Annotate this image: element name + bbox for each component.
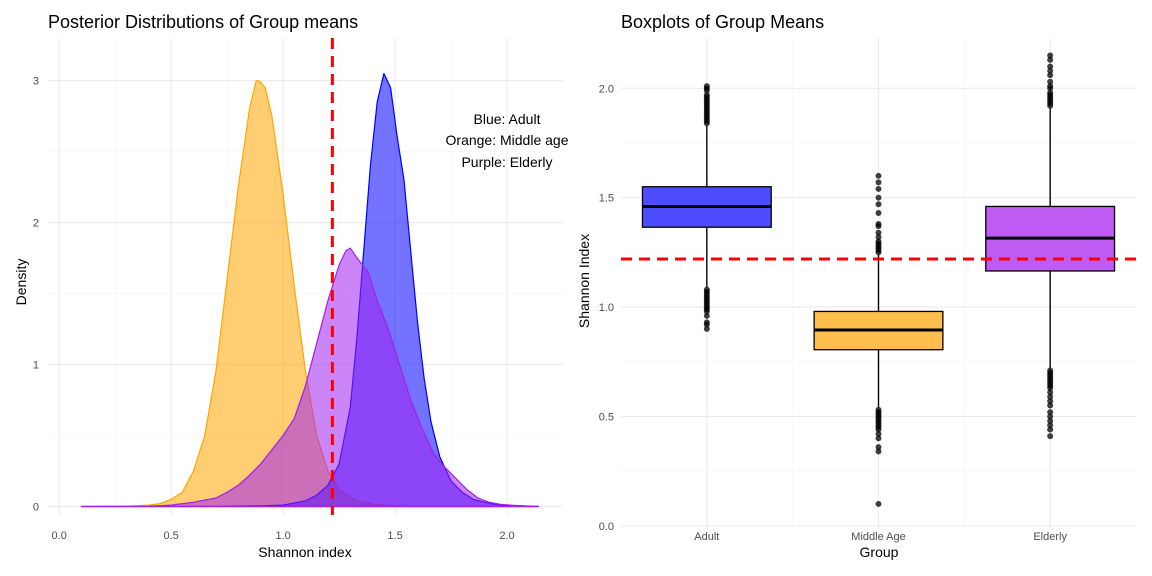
boxplot-x-tick-labels: Adult Middle Age Elderly <box>694 531 1067 543</box>
density-y-tick-label: 0 <box>33 501 39 513</box>
box-outlier-point <box>1047 417 1054 424</box>
box-outlier-point <box>703 319 710 326</box>
box-outlier-point <box>1047 367 1054 374</box>
density-x-tick-label: 2.0 <box>499 530 514 542</box>
density-series-group <box>81 72 539 508</box>
boxplot-x-axis-title: Group <box>860 544 899 560</box>
box-outlier-point <box>1047 413 1054 420</box>
box-outlier-point <box>703 83 710 90</box>
density-y-axis-title: Density <box>13 259 29 306</box>
boxplot-y-tick-label: 1.5 <box>599 193 614 205</box>
box-outlier-point <box>1047 72 1054 79</box>
density-x-tick-labels: 0.0 0.5 1.0 1.5 2.0 <box>52 530 515 542</box>
box-outlier-point <box>875 201 882 208</box>
boxplot-y-tick-labels: 0.0 0.5 1.0 1.5 2.0 <box>599 83 614 533</box>
density-y-tick-label: 3 <box>33 76 39 88</box>
box-outlier-point <box>1047 402 1054 409</box>
box-outlier-point <box>1047 422 1054 429</box>
box-outlier-point <box>703 312 710 319</box>
box-outlier-point <box>703 91 710 98</box>
box-outlier-point <box>1047 409 1054 416</box>
box-outlier-point <box>1047 433 1054 440</box>
box-outlier-point <box>875 185 882 192</box>
box-outlier-point <box>1047 67 1054 74</box>
box-outlier-point <box>875 500 882 507</box>
boxplot-y-tick-label: 0.5 <box>599 411 614 423</box>
boxplot-y-axis-title: Shannon Index <box>576 234 592 328</box>
density-y-tick-label: 2 <box>33 218 39 230</box>
box-outlier-point <box>1047 56 1054 63</box>
boxplot-x-tick-label: Middle Age <box>851 531 905 543</box>
density-x-tick-label: 0.5 <box>164 530 179 542</box>
boxplot-y-tick-label: 1.0 <box>599 302 614 314</box>
boxplot-panel: Boxplots of Group Means Adult Middle Age E… <box>576 12 1136 560</box>
box-middle-age <box>813 172 944 507</box>
box-outlier-point <box>703 286 710 293</box>
annotation-line-adult: Blue: Adult <box>474 111 541 127</box>
box-outlier-point <box>1047 89 1054 96</box>
boxplot-x-tick-label: Elderly <box>1033 531 1067 543</box>
box-outlier-point <box>1047 426 1054 433</box>
density-legend-annotation: Blue: Adult Orange: Middle age Purple: E… <box>446 111 569 170</box>
boxplot-x-tick-label: Adult <box>694 531 719 543</box>
density-x-tick-label: 0.0 <box>52 530 67 542</box>
box-adult <box>641 83 772 332</box>
box-outlier-point <box>875 448 882 455</box>
box-outlier-point <box>1047 52 1054 59</box>
box-outlier-point <box>875 179 882 186</box>
density-plot-title: Posterior Distributions of Group means <box>48 12 358 32</box>
annotation-line-middle-age: Orange: Middle age <box>446 132 569 148</box>
box-outlier-point <box>875 194 882 201</box>
box-outlier-point <box>875 444 882 451</box>
density-y-tick-labels: 0 1 2 3 <box>33 76 39 514</box>
box-outlier-point <box>875 172 882 179</box>
box-outlier-point <box>875 229 882 236</box>
box-outlier-point <box>875 430 882 437</box>
box-outlier-point <box>1047 78 1054 85</box>
box-outlier-point <box>1047 63 1054 70</box>
box-outlier-point <box>875 220 882 227</box>
boxplot-title: Boxplots of Group Means <box>621 12 824 32</box>
box-outlier-point <box>875 406 882 413</box>
density-x-tick-label: 1.0 <box>275 530 290 542</box>
box-outlier-point <box>875 435 882 442</box>
annotation-line-elderly: Purple: Elderly <box>461 154 552 170</box>
box-outlier-point <box>875 210 882 216</box>
box-outlier-point <box>875 234 882 241</box>
box-outlier-point <box>1047 83 1054 90</box>
boxplot-y-tick-label: 2.0 <box>599 83 614 95</box>
box-outlier-point <box>875 238 882 245</box>
density-curve-3 <box>81 247 539 508</box>
box-outlier-point <box>1047 393 1054 400</box>
density-x-tick-label: 1.5 <box>387 530 402 542</box>
density-plot-panel: Posterior Distributions of Group means 0… <box>13 12 569 560</box>
density-y-tick-label: 1 <box>33 360 39 372</box>
boxplot-y-tick-label: 0.0 <box>599 521 614 533</box>
density-x-axis-title: Shannon index <box>258 544 351 560</box>
box-outlier-point <box>1047 389 1054 396</box>
box-outlier-point <box>703 325 710 332</box>
box-outlier-point <box>1047 398 1054 405</box>
